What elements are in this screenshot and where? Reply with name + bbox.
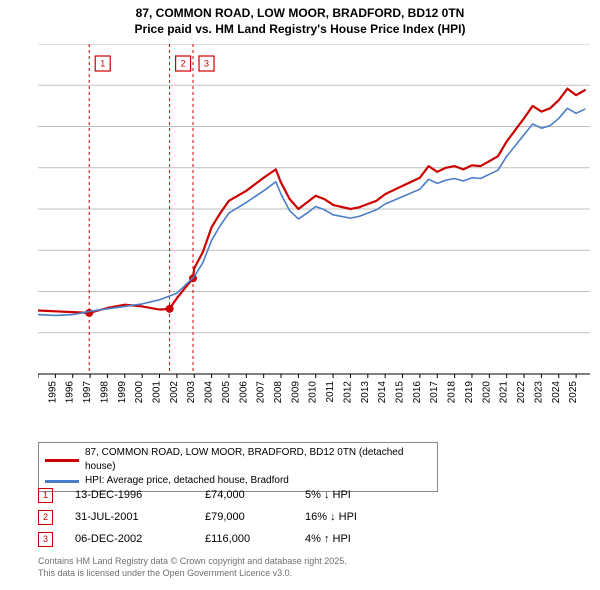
svg-text:2017: 2017 — [429, 381, 440, 404]
footer-attribution: Contains HM Land Registry data © Crown c… — [38, 556, 347, 579]
chart-container: 87, COMMON ROAD, LOW MOOR, BRADFORD, BD1… — [0, 0, 600, 590]
svg-text:2018: 2018 — [447, 381, 458, 404]
legend-item-1: 87, COMMON ROAD, LOW MOOR, BRADFORD, BD1… — [45, 446, 431, 474]
svg-text:2001: 2001 — [152, 381, 163, 404]
transactions-table: 1 13-DEC-1996 £74,000 5% ↓ HPI 2 31-JUL-… — [38, 484, 415, 550]
svg-text:2024: 2024 — [551, 381, 562, 404]
transaction-date: 13-DEC-1996 — [75, 489, 205, 501]
legend-label-1: 87, COMMON ROAD, LOW MOOR, BRADFORD, BD1… — [85, 446, 431, 474]
svg-text:2: 2 — [181, 59, 186, 69]
transaction-price: £79,000 — [205, 511, 305, 523]
chart-title: 87, COMMON ROAD, LOW MOOR, BRADFORD, BD1… — [0, 0, 600, 37]
svg-text:2014: 2014 — [377, 381, 388, 404]
svg-text:2012: 2012 — [342, 381, 353, 404]
title-line-1: 87, COMMON ROAD, LOW MOOR, BRADFORD, BD1… — [0, 6, 600, 22]
transaction-delta: 5% ↓ HPI — [305, 489, 415, 501]
svg-text:2002: 2002 — [169, 381, 180, 404]
svg-text:2005: 2005 — [221, 381, 232, 404]
legend-swatch-2 — [45, 480, 79, 483]
transaction-delta: 4% ↑ HPI — [305, 533, 415, 545]
svg-text:2025: 2025 — [568, 381, 579, 404]
svg-text:1996: 1996 — [65, 381, 76, 404]
svg-text:2016: 2016 — [412, 381, 423, 404]
table-row: 3 06-DEC-2002 £116,000 4% ↑ HPI — [38, 528, 415, 550]
svg-text:1995: 1995 — [47, 381, 58, 404]
svg-text:1999: 1999 — [117, 381, 128, 404]
svg-text:2003: 2003 — [186, 381, 197, 404]
svg-text:2000: 2000 — [134, 381, 145, 404]
transaction-date: 06-DEC-2002 — [75, 533, 205, 545]
transaction-marker-1: 1 — [38, 488, 53, 503]
svg-text:2015: 2015 — [395, 381, 406, 404]
svg-text:2009: 2009 — [290, 381, 301, 404]
svg-text:2006: 2006 — [238, 381, 249, 404]
transaction-delta: 16% ↓ HPI — [305, 511, 415, 523]
footer-line-1: Contains HM Land Registry data © Crown c… — [38, 556, 347, 568]
table-row: 1 13-DEC-1996 £74,000 5% ↓ HPI — [38, 484, 415, 506]
svg-text:2020: 2020 — [481, 381, 492, 404]
svg-text:3: 3 — [204, 59, 209, 69]
svg-text:2021: 2021 — [499, 381, 510, 404]
transaction-price: £74,000 — [205, 489, 305, 501]
svg-text:2010: 2010 — [308, 381, 319, 404]
transaction-marker-2: 2 — [38, 510, 53, 525]
title-line-2: Price paid vs. HM Land Registry's House … — [0, 22, 600, 38]
chart-plot-area: £0£50K£100K£150K£200K£250K£300K£350K£400… — [38, 44, 590, 404]
transaction-price: £116,000 — [205, 533, 305, 545]
svg-text:1: 1 — [100, 59, 105, 69]
svg-text:1994: 1994 — [38, 381, 41, 404]
svg-text:2008: 2008 — [273, 381, 284, 404]
chart-svg: £0£50K£100K£150K£200K£250K£300K£350K£400… — [38, 44, 590, 404]
table-row: 2 31-JUL-2001 £79,000 16% ↓ HPI — [38, 506, 415, 528]
svg-text:2007: 2007 — [256, 381, 267, 404]
svg-text:2013: 2013 — [360, 381, 371, 404]
footer-line-2: This data is licensed under the Open Gov… — [38, 568, 347, 580]
svg-text:2022: 2022 — [516, 381, 527, 404]
svg-text:2004: 2004 — [204, 381, 215, 404]
transaction-marker-3: 3 — [38, 532, 53, 547]
svg-text:1997: 1997 — [82, 381, 93, 404]
svg-text:2011: 2011 — [325, 381, 336, 403]
legend-swatch-1 — [45, 459, 79, 462]
svg-text:1998: 1998 — [99, 381, 110, 404]
svg-text:2023: 2023 — [533, 381, 544, 404]
svg-text:2019: 2019 — [464, 381, 475, 404]
transaction-date: 31-JUL-2001 — [75, 511, 205, 523]
